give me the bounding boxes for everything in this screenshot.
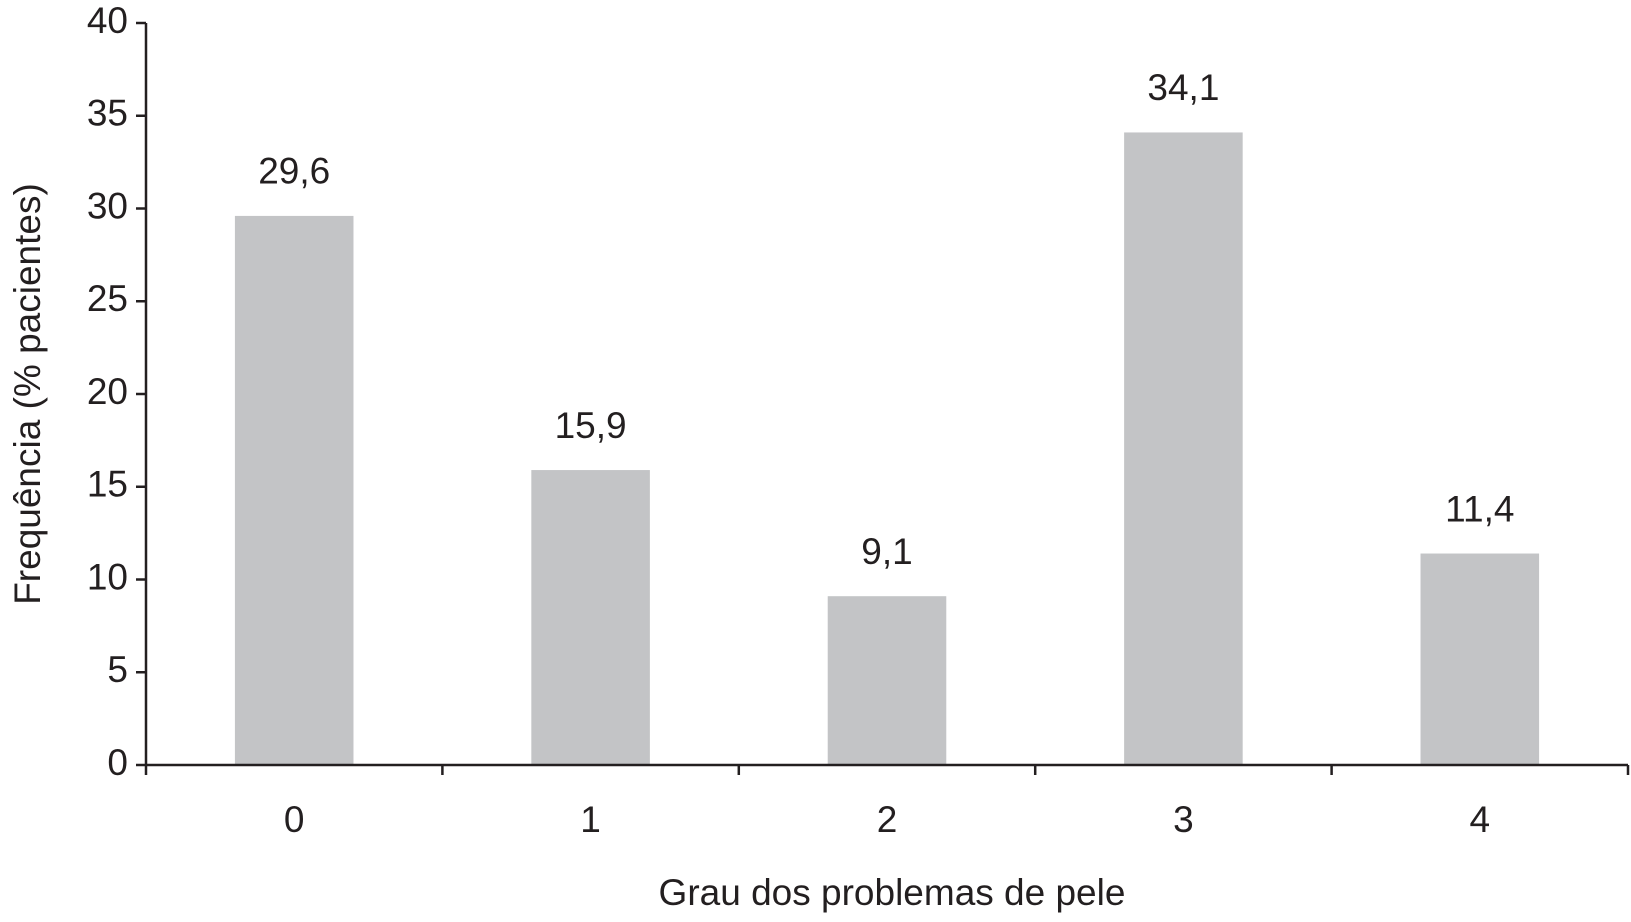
- bar: [1124, 132, 1243, 765]
- bar: [1420, 553, 1540, 765]
- x-tick-label: 3: [1173, 799, 1194, 840]
- value-label: 15,9: [555, 405, 627, 446]
- x-tick-label: 4: [1470, 799, 1491, 840]
- y-tick-label: 40: [87, 0, 128, 41]
- x-tick-label: 0: [284, 799, 305, 840]
- value-label: 34,1: [1147, 67, 1219, 108]
- y-axis-label: Frequência (% pacientes): [7, 183, 48, 605]
- bar: [531, 470, 650, 765]
- y-tick-label: 10: [87, 556, 128, 597]
- value-label: 29,6: [258, 151, 330, 192]
- bar: [234, 215, 354, 766]
- x-axis-label: Grau dos problemas de pele: [659, 872, 1126, 913]
- value-label: 11,4: [1445, 488, 1514, 529]
- y-tick-label: 20: [87, 371, 128, 412]
- y-tick-label: 30: [87, 185, 128, 226]
- y-tick-label: 25: [87, 278, 128, 319]
- x-tick-label: 2: [877, 799, 898, 840]
- y-tick-label: 0: [107, 742, 128, 783]
- x-tick-label: 1: [580, 799, 601, 840]
- y-tick-label: 15: [87, 464, 128, 505]
- y-tick-label: 5: [107, 649, 128, 690]
- y-tick-label: 35: [87, 93, 128, 134]
- value-label: 9,1: [861, 531, 912, 572]
- bar: [827, 596, 947, 765]
